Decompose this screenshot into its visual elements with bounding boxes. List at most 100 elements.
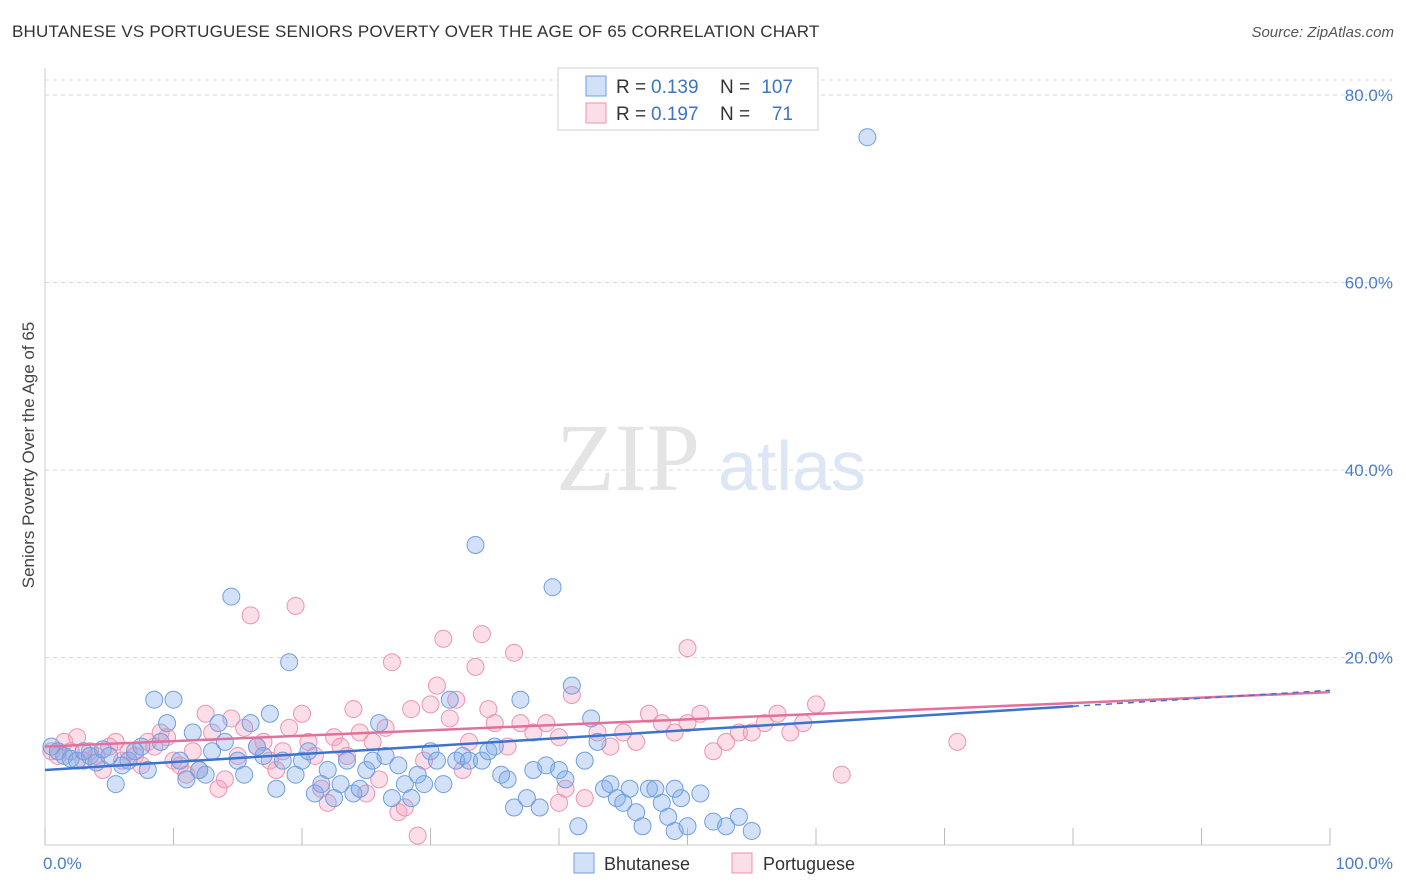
bhutanese-point: [691, 784, 710, 803]
bhutanese-point: [543, 578, 562, 597]
bhutanese-point: [466, 536, 485, 554]
portuguese-trend-line: [44, 690, 1331, 748]
bhutanese-point: [620, 779, 639, 798]
portuguese-point: [344, 700, 363, 719]
bhutanese-point: [215, 732, 234, 751]
bhutanese-point: [350, 779, 369, 798]
portuguese-point: [807, 695, 825, 714]
bhutanese-point: [293, 751, 311, 770]
bhutanese-point: [158, 714, 177, 733]
portuguese-point: [562, 686, 581, 704]
bottom-legend-portuguese: Portuguese: [763, 854, 855, 874]
portuguese-point: [241, 606, 260, 625]
bhutanese-point: [235, 765, 254, 784]
bhutanese-point: [222, 587, 241, 606]
portuguese-point: [196, 704, 215, 723]
portuguese-point: [228, 746, 247, 765]
bhutanese-point: [440, 690, 459, 709]
bhutanese-point: [209, 714, 228, 733]
bhutanese-point: [434, 775, 453, 794]
bhutanese-point: [357, 761, 376, 779]
bhutanese-point: [382, 789, 401, 808]
portuguese-point: [209, 779, 228, 798]
bhutanese-point: [530, 798, 549, 817]
bhutanese-point: [550, 761, 568, 779]
bhutanese-point: [376, 746, 395, 765]
watermark-atlas: atlas: [718, 427, 866, 505]
bhutanese-point: [100, 746, 119, 765]
portuguese-point: [453, 761, 472, 779]
portuguese-point: [627, 732, 646, 751]
bhutanese-point: [389, 756, 408, 775]
y-tick-label-40: 40.0%: [1345, 461, 1393, 480]
portuguese-point: [537, 714, 556, 733]
portuguese-point: [267, 761, 286, 779]
portuguese-point: [421, 695, 440, 714]
y-tick-label-20: 20.0%: [1345, 649, 1393, 668]
bhutanese-point: [556, 770, 575, 789]
portuguese-point: [505, 643, 524, 662]
y-tick-label-80: 80.0%: [1345, 86, 1393, 105]
bhutanese-point: [575, 751, 594, 770]
bhutanese-point: [742, 821, 761, 840]
bhutanese-point: [678, 817, 697, 836]
bhutanese-point: [337, 751, 356, 770]
bhutanese-point: [183, 723, 202, 742]
bhutanese-point: [132, 737, 151, 756]
portuguese-point: [678, 639, 697, 658]
bhutanese-point: [665, 779, 684, 798]
bhutanese-point: [569, 817, 588, 836]
bhutanese-point: [607, 789, 626, 808]
bhutanese-point: [241, 714, 260, 733]
bhutanese-point: [402, 789, 421, 808]
bhutanese-point: [639, 779, 658, 798]
portuguese-point: [550, 793, 568, 812]
bhutanese-point: [74, 742, 93, 761]
portuguese-point: [408, 826, 427, 845]
legend-n-label-1: N =: [720, 104, 750, 125]
bhutanese-point: [588, 732, 607, 751]
bhutanese-point: [858, 128, 877, 147]
bhutanese-point: [260, 704, 279, 723]
y-tick-labels: 20.0% 40.0% 60.0% 80.0%: [1345, 86, 1393, 668]
bhutanese-point: [717, 817, 736, 836]
portuguese-point: [447, 690, 466, 709]
portuguese-point: [440, 709, 459, 728]
bhutanese-point: [505, 798, 524, 817]
bhutanese-point: [344, 784, 363, 803]
portuguese-point: [382, 653, 401, 672]
bhutanese-point: [370, 714, 389, 733]
portuguese-point: [832, 765, 851, 784]
portuguese-point: [395, 798, 414, 817]
legend-r-label-1: R =: [616, 104, 646, 125]
portuguese-point: [485, 714, 504, 733]
portuguese-point: [524, 723, 543, 742]
bottom-legend-bhutanese: Bhutanese: [604, 854, 690, 874]
portuguese-point: [363, 732, 382, 751]
bhutanese-point: [447, 751, 466, 770]
bhutanese-trend-extension: [1072, 689, 1331, 707]
portuguese-point: [318, 793, 337, 812]
bottom-legend-swatch-bhutanese: [573, 852, 595, 874]
bhutanese-point: [408, 765, 427, 784]
watermark: ZIP atlas: [556, 404, 866, 511]
bottom-legend-swatch-portuguese: [731, 852, 753, 874]
portuguese-point: [357, 784, 376, 803]
bhutanese-point: [633, 817, 652, 836]
portuguese-point: [768, 704, 787, 723]
bhutanese-point: [427, 751, 446, 770]
bhutanese-point: [729, 807, 748, 826]
portuguese-point: [280, 718, 299, 737]
portuguese-point: [427, 676, 446, 695]
bhutanese-point: [138, 761, 157, 779]
portuguese-point: [293, 704, 311, 723]
x-tick-labels: 0.0% 100.0%: [43, 854, 1393, 873]
portuguese-point: [434, 629, 453, 648]
y-tick-label-60: 60.0%: [1345, 274, 1393, 293]
bhutanese-point: [280, 653, 299, 672]
bhutanese-point: [177, 770, 196, 789]
bhutanese-point: [498, 770, 517, 789]
watermark-zip: ZIP: [556, 404, 700, 511]
correlation-legend: R = 0.139 N = 107 R = 0.197 N = 71: [557, 67, 819, 131]
portuguese-point: [704, 742, 723, 761]
